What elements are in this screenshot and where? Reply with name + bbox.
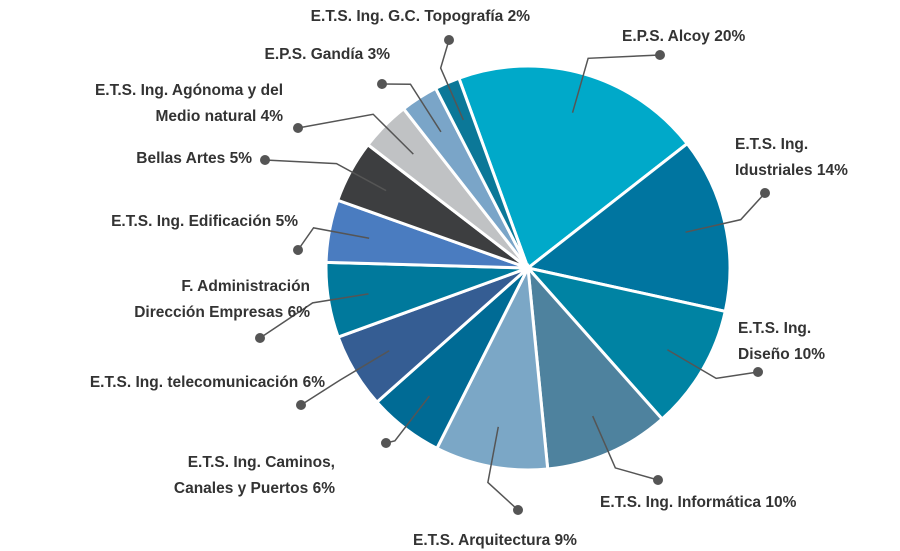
slice-label: E.T.S. Ing. telecomunicación 6%	[90, 370, 325, 396]
category-name: E.T.S. Ing. Diseño	[738, 320, 812, 363]
leader-line	[487, 426, 519, 511]
category-name: E.P.S. Gandía	[264, 46, 364, 63]
leader-dot	[655, 50, 665, 60]
category-name: E.T.S. Ing. telecomunicación	[89, 374, 299, 391]
value-label: 20%	[714, 28, 746, 45]
leader-line	[264, 159, 387, 192]
value-label: 10%	[794, 346, 826, 363]
leader-line	[439, 39, 464, 121]
slice-label: Bellas Artes 5%	[136, 146, 252, 172]
value-label: 5%	[229, 150, 252, 167]
value-label: 14%	[816, 162, 848, 179]
leader-line	[592, 415, 659, 481]
category-name: E.T.S. Ing. Edificación	[111, 213, 272, 230]
leader-dot	[381, 438, 391, 448]
leader-dot	[760, 188, 770, 198]
category-name: E.T.S. Ing. Agónoma y del Medio natural	[94, 82, 283, 125]
leader-dot	[753, 367, 763, 377]
leader-dot	[260, 155, 270, 165]
leader-dot	[255, 333, 265, 343]
value-label: 6%	[312, 480, 335, 497]
slice-label: E.T.S. Ing. Caminos, Canales y Puertos 6…	[145, 450, 335, 502]
category-name: E.T.S. Ing. Idustriales	[735, 136, 813, 179]
leader-dot	[653, 475, 663, 485]
leader-dot	[296, 400, 306, 410]
leader-line	[259, 293, 369, 339]
value-label: 6%	[287, 304, 310, 321]
leader-line	[571, 54, 661, 113]
slice-label: E.T.S. Ing. Edificación 5%	[111, 209, 298, 235]
category-name: Bellas Artes	[136, 150, 226, 167]
category-name: E.P.S. Alcoy	[622, 28, 710, 45]
leader-line	[297, 113, 414, 155]
value-label: 2%	[507, 8, 530, 25]
slice-label: E.P.S. Alcoy 20%	[622, 24, 745, 50]
category-name: F. Administración Dirección Empresas	[134, 278, 310, 321]
value-label: 5%	[275, 213, 298, 230]
category-name: E.T.S. Ing. G.C. Topografía	[310, 8, 504, 25]
slice-label: E.T.S. Ing. Diseño 10%	[738, 316, 856, 368]
leader-line	[300, 350, 390, 406]
leader-line	[685, 192, 766, 233]
leader-line	[667, 349, 759, 380]
value-label: 3%	[367, 46, 390, 63]
slice-label: E.T.S. Ing. G.C. Topografía 2%	[311, 4, 530, 30]
category-name: E.T.S. Ing. Caminos, Canales y Puertos	[173, 454, 335, 497]
leader-dot	[293, 123, 303, 133]
value-label: 4%	[260, 108, 283, 125]
leader-dot	[377, 79, 387, 89]
leader-dot	[293, 245, 303, 255]
value-label: 6%	[302, 374, 325, 391]
slice-label: E.T.S. Ing. Agónoma y del Medio natural …	[63, 78, 283, 130]
value-label: 9%	[554, 532, 577, 549]
slice-label: E.T.S. Ing. Idustriales 14%	[735, 132, 875, 184]
slice-label: E.T.S. Arquitectura 9%	[413, 528, 577, 551]
leader-line	[381, 83, 442, 133]
leader-dot	[513, 505, 523, 515]
category-name: E.T.S. Ing. Informática	[600, 494, 762, 511]
slice-label: E.P.S. Gandía 3%	[264, 42, 390, 68]
slice-label: F. Administración Dirección Empresas 6%	[115, 274, 310, 326]
category-name: E.T.S. Arquitectura	[413, 532, 551, 549]
leader-line	[297, 227, 370, 251]
value-label: 10%	[765, 494, 797, 511]
leader-dot	[444, 35, 454, 45]
slice-label: E.T.S. Ing. Informática 10%	[600, 490, 796, 516]
